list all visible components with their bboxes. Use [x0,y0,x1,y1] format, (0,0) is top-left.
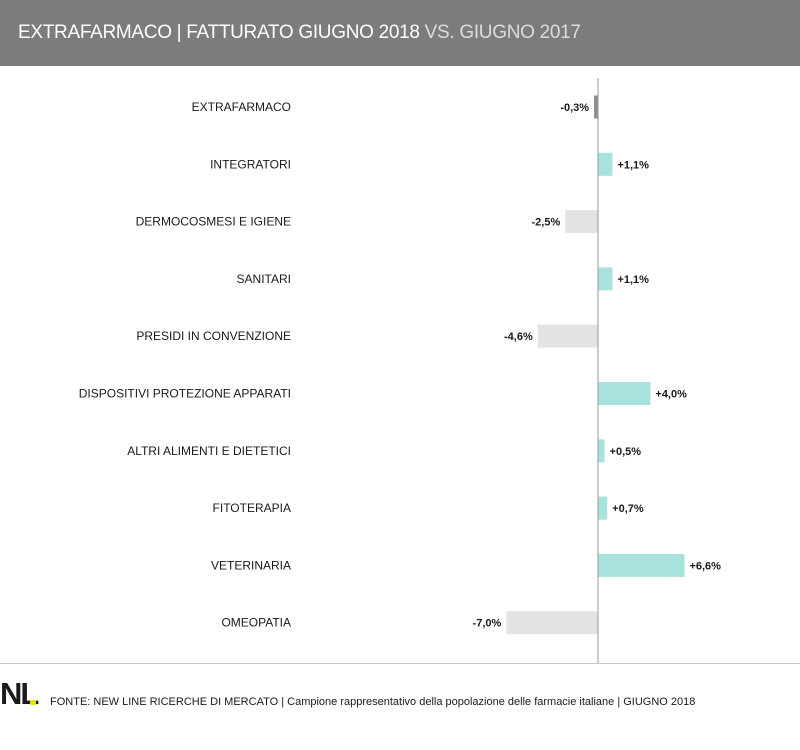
page-title: EXTRAFARMACO | FATTURATO GIUGNO 2018 VS.… [18,22,581,44]
footer-divider [0,663,800,664]
data-label: -4,6% [504,331,533,343]
bar [598,152,613,176]
category-label: ALTRI ALIMENTI E DIETETICI [127,444,291,458]
bar-chart: EXTRAFARMACO -0,3% INTEGRATORI +1,1% DERMOCO… [79,78,721,663]
category-label: EXTRAFARMACO [192,100,291,114]
data-label: -2,5% [532,217,561,229]
data-label: +6,6% [689,560,721,572]
source-note: FONTE: NEW LINE RICERCHE DI MERCATO | Ca… [50,696,696,708]
category-label: VETERINARIA [211,558,291,572]
title-light: VS. GIUGNO 2017 [419,22,581,43]
new-line-logo: NL [0,676,40,710]
title-main: EXTRAFARMACO | FATTURATO GIUGNO 2018 [18,22,420,43]
bar [598,553,685,577]
bar [506,611,598,635]
data-label: +1,1% [617,159,649,171]
bar [537,324,598,348]
category-label: OMEOPATIA [221,616,291,630]
category-label: DISPOSITIVI PROTEZIONE APPARATI [79,387,291,401]
data-label: +4,0% [655,389,687,401]
bar [598,439,605,463]
bar [598,267,613,291]
logo-accent [30,700,36,705]
bar [598,496,608,520]
category-label: INTEGRATORI [210,157,291,171]
data-label: +1,1% [617,274,649,286]
category-label: SANITARI [237,272,291,286]
bar [594,95,598,119]
data-label: +0,5% [610,446,642,458]
category-label: PRESIDI IN CONVENZIONE [136,329,291,343]
data-label: -0,3% [560,102,589,114]
data-label: +0,7% [612,503,644,515]
header-bar: EXTRAFARMACO | FATTURATO GIUGNO 2018 VS.… [0,0,800,66]
category-label: FITOTERAPIA [213,501,291,515]
data-label: -7,0% [473,618,502,630]
bar [598,382,651,405]
category-label: DERMOCOSMESI E IGIENE [136,215,291,229]
bar [565,210,598,234]
